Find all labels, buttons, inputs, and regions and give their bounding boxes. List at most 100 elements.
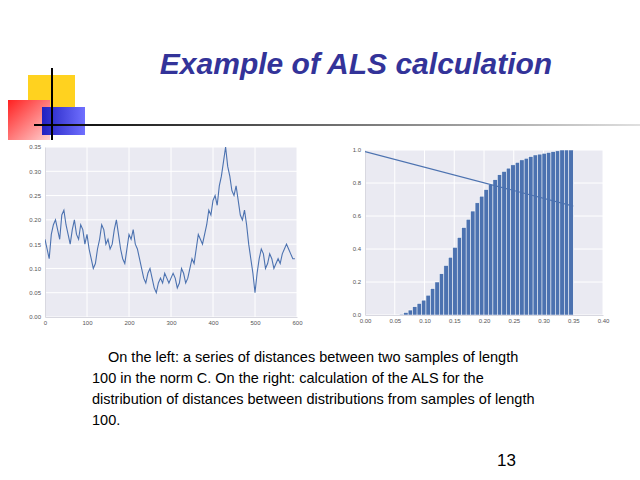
hist-bar xyxy=(538,154,542,315)
tick: 0.20 xyxy=(479,315,491,324)
tick: 0.10 xyxy=(29,266,45,272)
tick-label: 0.30 xyxy=(29,169,41,175)
grid-line-y xyxy=(45,195,297,196)
plot-background xyxy=(365,150,603,315)
tick: 0.4 xyxy=(353,246,365,252)
tick: 0.40 xyxy=(598,315,610,324)
grid-line-x xyxy=(297,147,298,317)
tick-label: 0.0 xyxy=(353,312,362,318)
tick-label: 0.4 xyxy=(353,246,362,252)
hist-bar xyxy=(444,266,448,316)
tick: 0.15 xyxy=(449,315,461,324)
caption-line: On the left: a series of distances betwe… xyxy=(108,349,518,365)
hist-bar xyxy=(511,165,515,315)
grid-line-y xyxy=(45,244,297,245)
grid-line-x xyxy=(129,147,130,317)
deco-vline xyxy=(51,68,53,140)
hist-bar xyxy=(426,295,430,315)
hist-bar xyxy=(430,289,434,315)
plot-background xyxy=(45,147,297,317)
hist-bar xyxy=(560,150,564,315)
tick-label: 0.2 xyxy=(353,279,362,285)
tick-label: 0.00 xyxy=(29,314,41,320)
tick-label: 0.25 xyxy=(508,318,520,324)
tick-label: 0.8 xyxy=(353,180,362,186)
hist-bar xyxy=(515,162,519,315)
chart: 0.000.050.100.150.200.250.300.350.400.00… xyxy=(353,147,610,324)
slide: Example of ALS calculation01002003004005… xyxy=(0,0,640,480)
hist-bar xyxy=(475,203,479,315)
axis-line xyxy=(366,315,604,316)
hist-bar xyxy=(546,152,550,315)
tick: 0.2 xyxy=(353,279,365,285)
tick: 100 xyxy=(82,317,93,326)
grid xyxy=(365,150,603,315)
tick: 600 xyxy=(292,317,303,326)
hist-bar xyxy=(533,155,537,315)
tick: 0.6 xyxy=(353,213,365,219)
tick: 0.30 xyxy=(538,315,550,324)
tick: 0.15 xyxy=(29,242,45,248)
tick-label: 300 xyxy=(166,320,177,326)
tick: 0.25 xyxy=(29,193,45,199)
grid-line-x xyxy=(603,150,604,315)
hist-bar xyxy=(564,150,568,315)
hist-bar xyxy=(422,300,426,315)
x-axis: 0100200300400500600 xyxy=(44,317,303,326)
grid-line-y xyxy=(45,268,297,269)
tick: 500 xyxy=(250,317,261,326)
tick: 0.25 xyxy=(508,315,520,324)
hist-bar xyxy=(502,171,506,315)
tick-label: 0 xyxy=(44,320,48,326)
hist-bar xyxy=(466,219,470,315)
grid-line-x xyxy=(171,147,172,317)
hist-bar xyxy=(524,158,528,315)
tick-label: 0.10 xyxy=(419,318,431,324)
tick-label: 0.6 xyxy=(353,213,362,219)
page-number: 13 xyxy=(497,451,516,470)
marks xyxy=(365,150,573,315)
tick: 0.05 xyxy=(389,315,401,324)
caption-line: 100 in the norm C. On the right: calcula… xyxy=(92,370,484,386)
tick: 0.8 xyxy=(353,180,365,186)
caption-line: distribution of distances between distri… xyxy=(92,391,534,407)
hist-bar xyxy=(484,190,488,315)
hist-bar xyxy=(435,282,439,315)
hist-bar xyxy=(542,153,546,315)
hist-bar xyxy=(506,168,510,315)
tick-label: 0.35 xyxy=(29,144,41,150)
grid-line-x xyxy=(365,150,366,315)
tick: 0.30 xyxy=(29,169,45,175)
hist-bar xyxy=(395,315,399,316)
hist-bar xyxy=(408,310,412,315)
hist-bar xyxy=(480,196,484,315)
x-axis: 0.000.050.100.150.200.250.300.350.40 xyxy=(360,315,610,324)
tick-label: 0.30 xyxy=(538,318,550,324)
tick-label: 0.05 xyxy=(389,318,401,324)
hist-bar xyxy=(493,180,497,315)
tick-label: 0.00 xyxy=(360,318,372,324)
tick: 0.05 xyxy=(29,290,45,296)
hist-bar xyxy=(569,150,573,315)
tick: 0.20 xyxy=(29,217,45,223)
grid-line-x xyxy=(45,147,46,317)
deco-blue xyxy=(42,107,85,135)
grid-line-x xyxy=(424,150,425,315)
hist-bar xyxy=(520,160,524,315)
tick-label: 500 xyxy=(250,320,261,326)
grid-line-x xyxy=(213,147,214,317)
hist-bar xyxy=(471,211,475,315)
hist-bar xyxy=(488,185,492,315)
tick-label: 0.40 xyxy=(598,318,610,324)
tick-label: 0.15 xyxy=(449,318,461,324)
deco-hline xyxy=(34,124,640,126)
tick: 400 xyxy=(208,317,219,326)
hist-bar xyxy=(551,152,555,315)
caption: On the left: a series of distances betwe… xyxy=(92,349,534,428)
line xyxy=(45,147,295,293)
axis-line xyxy=(365,151,366,316)
chart: 01002003004005006000.000.050.100.150.200… xyxy=(29,144,303,326)
hist-bar xyxy=(404,313,408,315)
tick-label: 1.0 xyxy=(353,147,362,153)
marks xyxy=(45,147,295,293)
